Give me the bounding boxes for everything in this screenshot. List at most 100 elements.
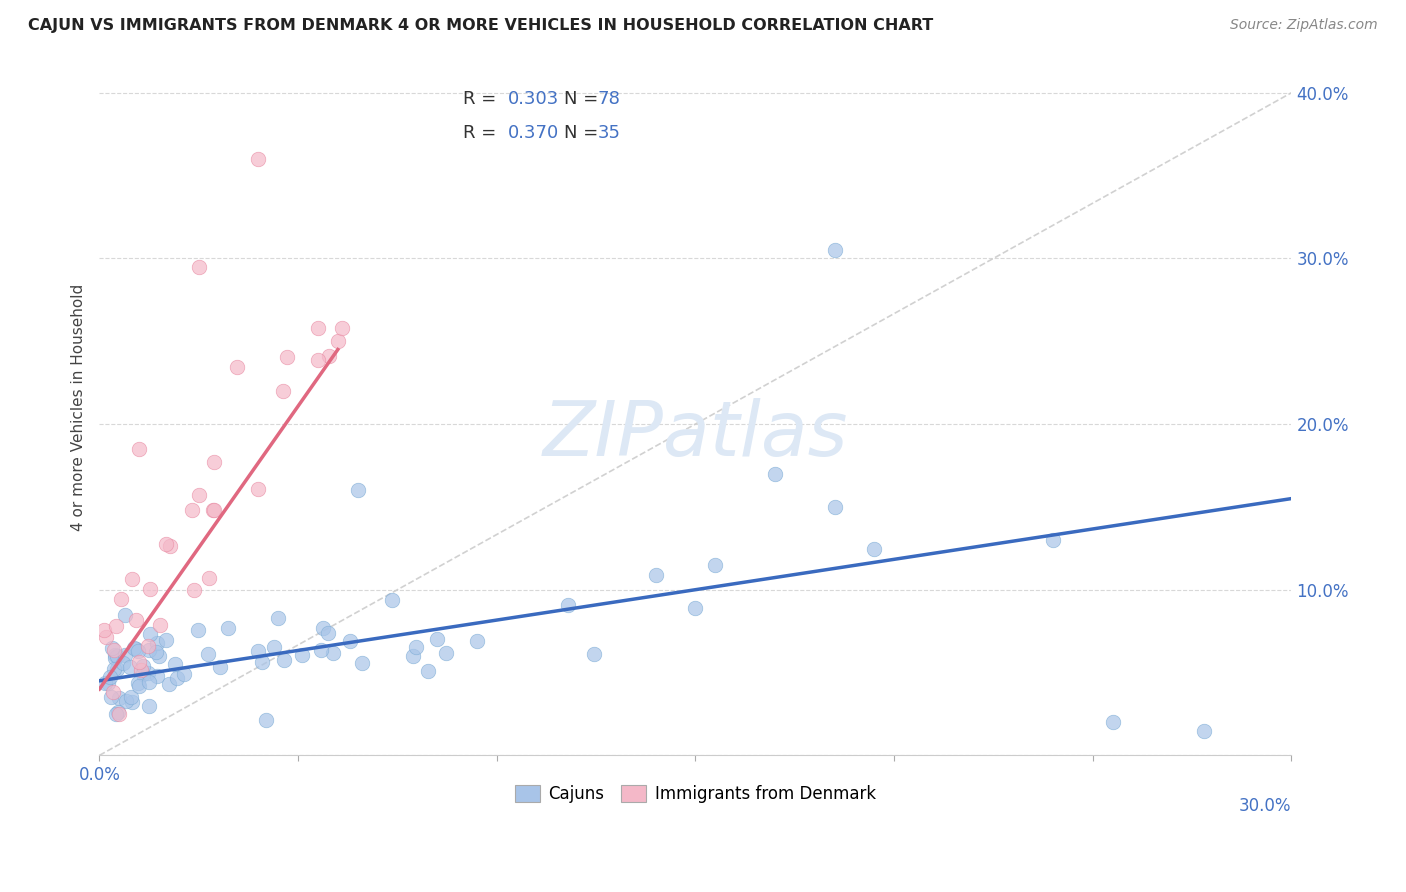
Point bbox=[112, 656, 135, 670]
Point bbox=[165, 657, 187, 672]
Point bbox=[202, 455, 225, 469]
Point bbox=[108, 706, 131, 721]
Point bbox=[146, 668, 169, 682]
Point bbox=[173, 667, 195, 681]
Point bbox=[352, 656, 374, 670]
Text: Source: ZipAtlas.com: Source: ZipAtlas.com bbox=[1230, 18, 1378, 32]
Point bbox=[273, 653, 295, 667]
Point bbox=[94, 675, 117, 690]
Point bbox=[94, 630, 117, 644]
Point bbox=[128, 442, 150, 456]
Point bbox=[246, 644, 269, 658]
Point bbox=[685, 601, 707, 615]
Point bbox=[763, 467, 786, 481]
Point bbox=[426, 632, 449, 646]
Legend: Cajuns, Immigrants from Denmark: Cajuns, Immigrants from Denmark bbox=[509, 778, 883, 810]
Point bbox=[146, 636, 169, 650]
Point bbox=[201, 502, 224, 516]
Point bbox=[120, 659, 142, 673]
Point bbox=[104, 648, 127, 662]
Point bbox=[145, 645, 167, 659]
Point bbox=[557, 599, 579, 613]
Point bbox=[110, 591, 132, 606]
Point bbox=[346, 483, 368, 498]
Point bbox=[180, 503, 202, 517]
Point bbox=[136, 666, 159, 681]
Point bbox=[138, 675, 160, 690]
Point bbox=[465, 634, 488, 648]
Text: 30.0%: 30.0% bbox=[1239, 797, 1292, 815]
Text: R =: R = bbox=[463, 124, 502, 142]
Point bbox=[339, 634, 361, 648]
Point bbox=[198, 571, 221, 585]
Point bbox=[108, 691, 131, 706]
Point bbox=[247, 482, 270, 496]
Point bbox=[316, 626, 339, 640]
Point bbox=[148, 648, 170, 663]
Point bbox=[138, 698, 160, 713]
Point bbox=[105, 648, 128, 663]
Point bbox=[187, 260, 209, 274]
Point bbox=[101, 685, 124, 699]
Point bbox=[93, 624, 115, 638]
Point bbox=[197, 647, 219, 661]
Text: R =: R = bbox=[463, 89, 502, 108]
Point bbox=[101, 641, 124, 656]
Point bbox=[187, 623, 209, 637]
Point bbox=[127, 676, 149, 690]
Point bbox=[115, 694, 138, 708]
Text: N =: N = bbox=[564, 124, 605, 142]
Point bbox=[120, 690, 142, 705]
Point bbox=[326, 334, 349, 349]
Point bbox=[166, 671, 188, 685]
Point bbox=[138, 627, 160, 641]
Point bbox=[129, 664, 152, 678]
Point bbox=[307, 321, 329, 335]
Point bbox=[103, 643, 125, 657]
Point bbox=[824, 243, 846, 257]
Y-axis label: 4 or more Vehicles in Household: 4 or more Vehicles in Household bbox=[72, 284, 86, 531]
Point bbox=[309, 642, 332, 657]
Point bbox=[127, 644, 149, 658]
Point bbox=[291, 648, 314, 663]
Point bbox=[105, 706, 128, 721]
Point bbox=[824, 500, 846, 514]
Point bbox=[157, 677, 180, 691]
Text: 78: 78 bbox=[598, 89, 620, 108]
Point bbox=[132, 667, 155, 681]
Point bbox=[271, 384, 294, 398]
Point bbox=[107, 705, 129, 719]
Point bbox=[307, 353, 329, 368]
Point bbox=[202, 503, 225, 517]
Point bbox=[98, 670, 121, 684]
Point bbox=[418, 664, 440, 678]
Point bbox=[217, 621, 239, 635]
Point bbox=[100, 690, 122, 704]
Point bbox=[122, 640, 145, 655]
Point bbox=[104, 651, 127, 665]
Point bbox=[139, 582, 162, 597]
Text: ZIPatlas: ZIPatlas bbox=[543, 399, 848, 472]
Point bbox=[208, 660, 231, 674]
Point bbox=[155, 632, 177, 647]
Point bbox=[183, 582, 205, 597]
Point bbox=[155, 537, 177, 551]
Point bbox=[276, 350, 298, 364]
Point bbox=[247, 152, 270, 166]
Point bbox=[105, 662, 128, 676]
Point bbox=[312, 621, 335, 635]
Point bbox=[322, 647, 344, 661]
Point bbox=[644, 568, 666, 582]
Point bbox=[250, 655, 273, 669]
Point bbox=[128, 680, 150, 694]
Point bbox=[704, 558, 727, 572]
Text: 0.370: 0.370 bbox=[509, 124, 560, 142]
Point bbox=[159, 539, 181, 553]
Point bbox=[125, 642, 148, 657]
Point bbox=[121, 695, 143, 709]
Point bbox=[103, 661, 125, 675]
Point bbox=[132, 659, 155, 673]
Point bbox=[402, 648, 425, 663]
Point bbox=[267, 610, 290, 624]
Point bbox=[330, 321, 353, 335]
